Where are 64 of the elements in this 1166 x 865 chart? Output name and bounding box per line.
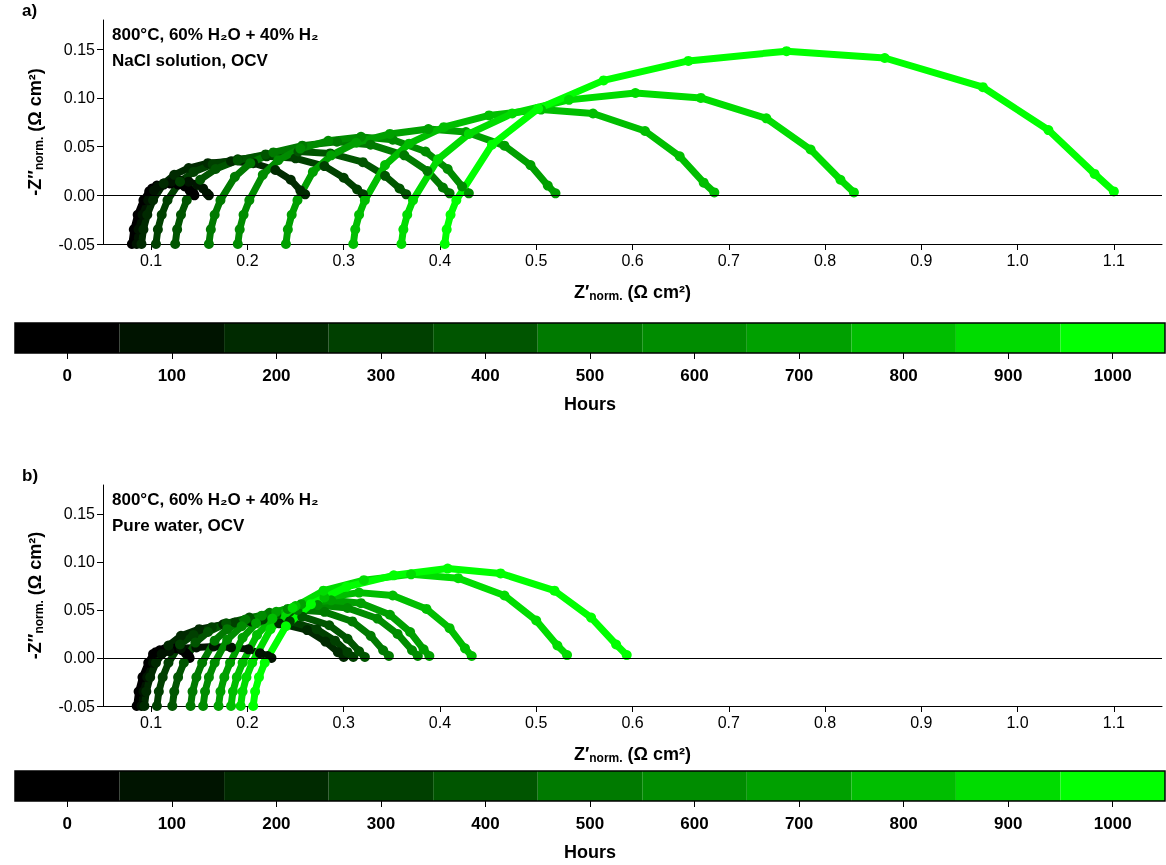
y-tick-label: 0.05 xyxy=(63,601,96,619)
color-bar-label: 800 xyxy=(889,814,918,833)
color-bar-label: 300 xyxy=(366,814,396,833)
y-tick-label: 0.00 xyxy=(63,186,96,204)
y-tick-label: -0.05 xyxy=(58,697,96,715)
x-tick-label: 0.6 xyxy=(621,713,644,731)
color-bar-label: 500 xyxy=(575,366,605,385)
x-tick-label: 0.5 xyxy=(525,251,548,269)
y-tick-label: 0.10 xyxy=(63,89,96,107)
x-tick-label: 0.2 xyxy=(236,251,259,269)
color-bar-label: 0 xyxy=(62,366,73,385)
y-axis-title: -Z″norm. (Ω cm²) xyxy=(25,531,46,660)
y-tick-label: 0.10 xyxy=(63,553,96,571)
x-tick-label: 0.6 xyxy=(621,251,644,269)
x-tick-label: 0.2 xyxy=(236,713,259,731)
x-tick-label: 0.4 xyxy=(428,713,452,731)
color-bar-label: 600 xyxy=(680,366,709,385)
color-bar-label: 700 xyxy=(784,366,814,385)
color-bar-label: 200 xyxy=(262,366,291,385)
x-tick-label: 0.1 xyxy=(140,713,163,731)
y-tick-label: 0.05 xyxy=(63,138,96,156)
y-tick-label: 0.00 xyxy=(63,649,96,667)
x-tick-label: 0.4 xyxy=(428,251,452,269)
color-bar-label: 900 xyxy=(993,814,1023,833)
color-bar-label: 1000 xyxy=(1093,814,1132,833)
x-tick-label: 1.0 xyxy=(1006,251,1029,269)
color-bar-label: 800 xyxy=(889,366,918,385)
text: a) xyxy=(22,1,38,20)
color-bar-label: 300 xyxy=(366,366,396,385)
color-bar-label: 400 xyxy=(471,366,500,385)
x-tick-label: 0.8 xyxy=(813,251,837,269)
annotation: NaCl solution, OCV xyxy=(112,51,269,70)
x-tick-label: 0.3 xyxy=(332,251,355,269)
x-tick-label: 0.5 xyxy=(525,713,548,731)
color-bar-title: Hours xyxy=(563,394,617,414)
color-bar-label: 900 xyxy=(993,366,1023,385)
color-bar-label: 600 xyxy=(680,814,709,833)
x-tick-label: 0.8 xyxy=(813,713,837,731)
color-bar-label: 100 xyxy=(157,814,187,833)
y-tick-label: 0.15 xyxy=(63,40,96,58)
annotation: 800°C, 60% H₂O + 40% H₂ xyxy=(112,25,319,44)
annotation: 800°C, 60% H₂O + 40% H₂ xyxy=(112,490,319,509)
x-tick-label: 1.0 xyxy=(1006,713,1029,731)
color-bar-label: 700 xyxy=(784,814,814,833)
x-tick-label: 0.7 xyxy=(717,251,740,269)
color-bar-title: Hours xyxy=(563,842,617,862)
y-axis-title: -Z″norm. (Ω cm²) xyxy=(25,68,46,196)
text: b) xyxy=(22,466,39,485)
x-tick-label: 0.9 xyxy=(910,251,933,269)
color-bar-label: 0 xyxy=(62,814,73,833)
y-tick-label: 0.15 xyxy=(63,505,96,523)
color-bar-label: 400 xyxy=(471,814,500,833)
y-tick-label: -0.05 xyxy=(58,235,96,253)
color-bar-label: 200 xyxy=(262,814,291,833)
x-tick-label: 0.3 xyxy=(332,713,355,731)
annotation: Pure water, OCV xyxy=(112,516,245,535)
color-bar-label: 1000 xyxy=(1093,366,1132,385)
x-tick-label: 1.1 xyxy=(1102,713,1126,731)
x-tick-label: 1.1 xyxy=(1102,251,1126,269)
color-bar-label: 100 xyxy=(157,366,187,385)
x-tick-label: 0.1 xyxy=(140,251,163,269)
x-tick-label: 0.9 xyxy=(910,713,933,731)
x-tick-label: 0.7 xyxy=(717,713,740,731)
color-bar-label: 500 xyxy=(575,814,605,833)
